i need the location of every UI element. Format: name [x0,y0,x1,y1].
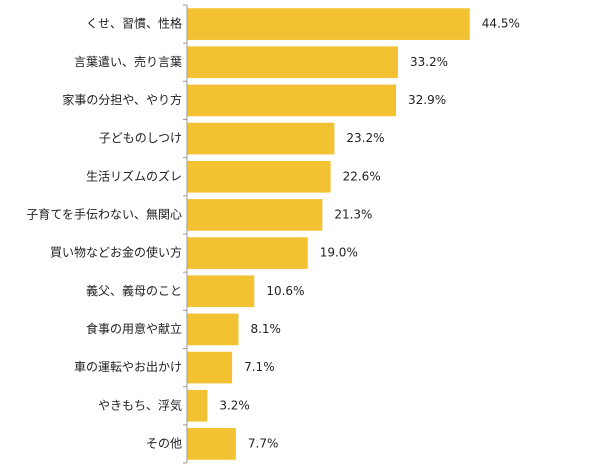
bar [187,237,308,269]
value-label: 22.6% [343,169,381,183]
category-label: 食事の用意や献立 [86,321,182,336]
category-label: やきもち、浮気 [98,397,182,412]
value-label: 32.9% [408,93,446,107]
category-label: 子どものしつけ [99,131,182,145]
category-label: 子育てを手伝わない、無関心 [26,206,182,221]
category-label: 車の運転やお出かけ [74,360,182,374]
bars-group [187,8,470,460]
value-label: 7.7% [248,436,278,450]
value-label: 44.5% [482,17,520,31]
axis-group [183,4,188,464]
bar [187,122,335,155]
category-label: 言葉遣い、売り言葉 [74,54,182,69]
value-label: 10.6% [266,284,304,298]
bar [187,313,239,346]
bar [187,275,255,308]
category-label: 義父、義母のこと [86,283,182,298]
bar [187,389,208,422]
bar [187,160,331,193]
category-label: その他 [146,436,182,450]
bar [187,351,233,384]
value-labels-group: 44.5% 33.2% 32.9% 23.2% 22.6% 21.3% 19.0% 10.6%… [219,17,520,451]
category-label: 生活リズムのズレ [86,168,182,183]
bar [187,46,398,79]
bar [187,428,236,460]
category-label: 買い物などお金の使い方 [50,245,182,260]
bar [187,8,470,40]
category-labels-group: くせ、習慣、性格言葉遣い、売り言葉家事の分担や、やり方子どものしつけ生活リズムの… [26,16,182,451]
category-label: くせ、習慣、性格 [86,16,182,31]
bar [187,199,323,231]
value-label: 23.2% [346,131,384,145]
value-label: 3.2% [219,398,250,412]
category-label: 家事の分担や、やり方 [62,92,182,107]
value-label: 21.3% [334,207,372,221]
value-label: 7.1% [244,360,274,374]
bar [187,84,397,117]
value-label: 33.2% [410,55,448,69]
value-label: 19.0% [320,246,358,260]
value-label: 8.1% [250,322,281,336]
